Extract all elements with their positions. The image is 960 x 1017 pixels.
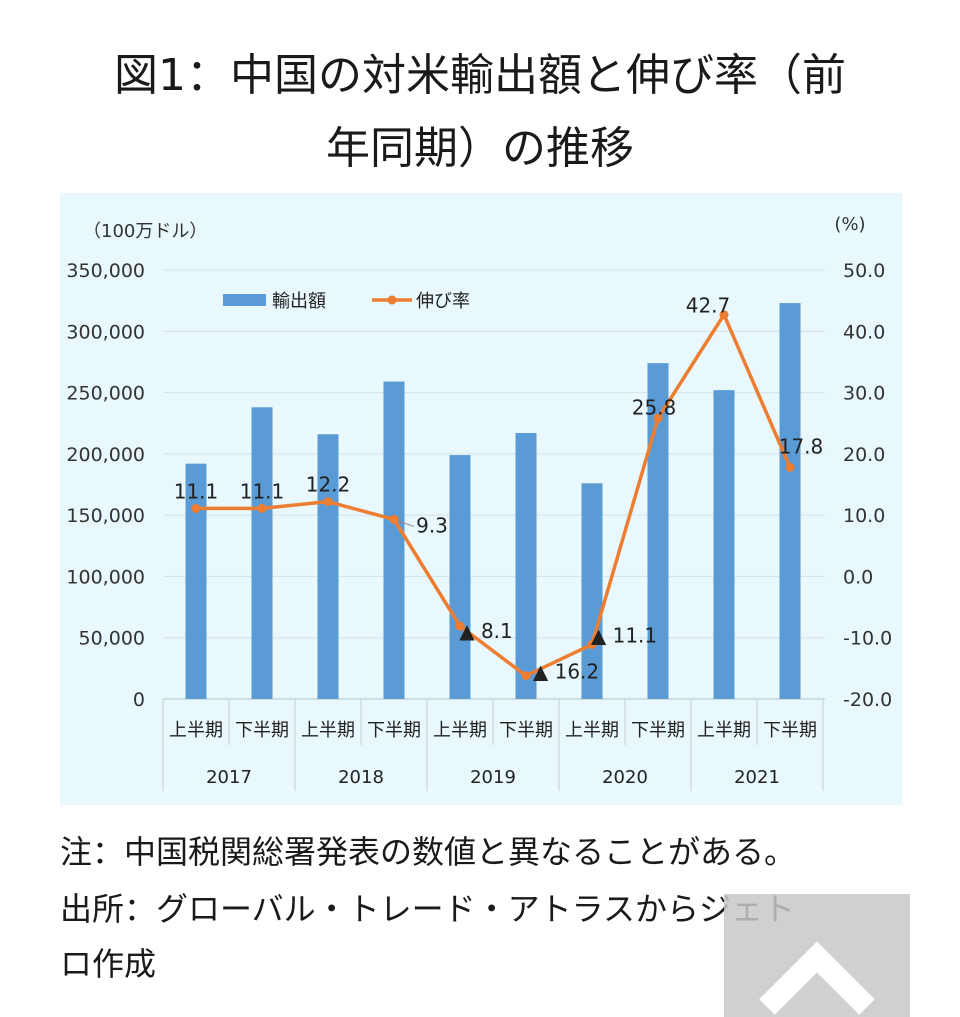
growth-rate-point xyxy=(587,639,597,649)
bar xyxy=(713,390,735,699)
y-right-tick-label: -20.0 xyxy=(843,689,892,711)
growth-rate-point xyxy=(785,462,795,472)
data-label: 25.8 xyxy=(632,395,677,419)
bar xyxy=(317,434,339,699)
x-tick-label: 下半期 xyxy=(763,720,817,741)
y-left-tick-label: 250,000 xyxy=(66,383,145,405)
x-tick-label: 下半期 xyxy=(235,720,289,741)
legend-line-marker xyxy=(387,295,397,305)
chart-area: 350,000 50.0 300,000 40.0 250,000 30.0 200,000… xyxy=(60,193,902,805)
data-label: 12.2 xyxy=(306,473,351,497)
growth-rate-point xyxy=(323,497,333,507)
growth-rate-point xyxy=(719,310,729,320)
y-right-tick-label: 20.0 xyxy=(843,444,885,466)
y-left-tick-label: 300,000 xyxy=(66,321,145,343)
y-right-tick-label: 50.0 xyxy=(843,260,885,282)
x-year-label: 2017 xyxy=(206,767,252,788)
x-tick-label: 下半期 xyxy=(499,720,553,741)
data-label-leader xyxy=(398,520,415,527)
bar xyxy=(647,363,669,699)
y-right-tick-label: 40.0 xyxy=(843,321,885,343)
growth-rate-point xyxy=(389,514,399,524)
x-tick-label: 上半期 xyxy=(301,720,355,741)
y-right-axis-label: (%) xyxy=(834,214,865,235)
bar xyxy=(515,433,537,699)
y-left-tick-label: 50,000 xyxy=(79,628,145,650)
growth-rate-point xyxy=(521,671,531,681)
y-right-tick-label: 0.0 xyxy=(843,566,873,588)
data-label: ▲ 8.1 xyxy=(459,619,513,643)
x-tick-label: 上半期 xyxy=(169,720,223,741)
y-right-tick-label: 30.0 xyxy=(843,383,885,405)
data-label: ▲ 16.2 xyxy=(533,660,599,684)
y-left-tick-label: 350,000 xyxy=(66,260,145,282)
data-label: 11.1 xyxy=(240,479,285,503)
growth-rate-point xyxy=(455,621,465,631)
y-left-tick-label: 100,000 xyxy=(66,566,145,588)
legend-line-label: 伸び率 xyxy=(416,291,470,312)
chart-title-line2: 年同期）の推移 xyxy=(326,123,634,174)
bar xyxy=(779,303,801,699)
y-left-tick-label: 150,000 xyxy=(66,505,145,527)
data-label: 11.1 xyxy=(174,479,219,503)
y-right-tick-label: 10.0 xyxy=(843,505,885,527)
bar xyxy=(185,463,207,699)
x-year-label: 2018 xyxy=(338,767,384,788)
x-year-label: 2020 xyxy=(602,767,648,788)
source-text-line1: 出所：グローバル・トレード・アトラスからジェト xyxy=(60,890,796,928)
x-tick-label: 上半期 xyxy=(433,720,487,741)
x-year-label: 2019 xyxy=(470,767,516,788)
bar xyxy=(449,455,471,699)
x-tick-label: 上半期 xyxy=(565,720,619,741)
growth-rate-point xyxy=(257,503,267,513)
growth-rate-point xyxy=(653,413,663,423)
x-tick-label: 下半期 xyxy=(631,720,685,741)
y-left-tick-label: 200,000 xyxy=(66,444,145,466)
legend-bar-label: 輸出額 xyxy=(272,291,326,312)
source-text-line2: ロ作成 xyxy=(60,945,157,983)
growth-rate-point xyxy=(191,503,201,513)
y-left-axis-label: （100万ドル） xyxy=(83,221,207,242)
note-text: 注：中国税関総署発表の数値と異なることがある。 xyxy=(60,833,797,871)
scroll-to-top-button[interactable] xyxy=(724,894,910,1017)
x-year-label: 2021 xyxy=(734,767,780,788)
data-label: 42.7 xyxy=(686,294,731,318)
data-label: 17.8 xyxy=(779,434,824,458)
x-tick-label: 上半期 xyxy=(697,720,751,741)
y-right-tick-label: -10.0 xyxy=(843,628,892,650)
combo-chart: 350,000 50.0 300,000 40.0 250,000 30.0 200,000… xyxy=(66,214,892,791)
legend-bar-swatch xyxy=(223,294,266,306)
data-label: ▲ 11.1 xyxy=(591,623,657,647)
chevron-up-icon xyxy=(759,941,875,1015)
data-label: 9.3 xyxy=(416,513,448,537)
chart-title-line1: 図1：中国の対米輸出額と伸び率（前 xyxy=(114,50,846,101)
growth-rate-line xyxy=(196,312,792,678)
y-left-tick-label: 0 xyxy=(133,689,145,711)
bar xyxy=(383,381,405,699)
x-tick-label: 下半期 xyxy=(367,720,421,741)
bar xyxy=(251,407,273,699)
